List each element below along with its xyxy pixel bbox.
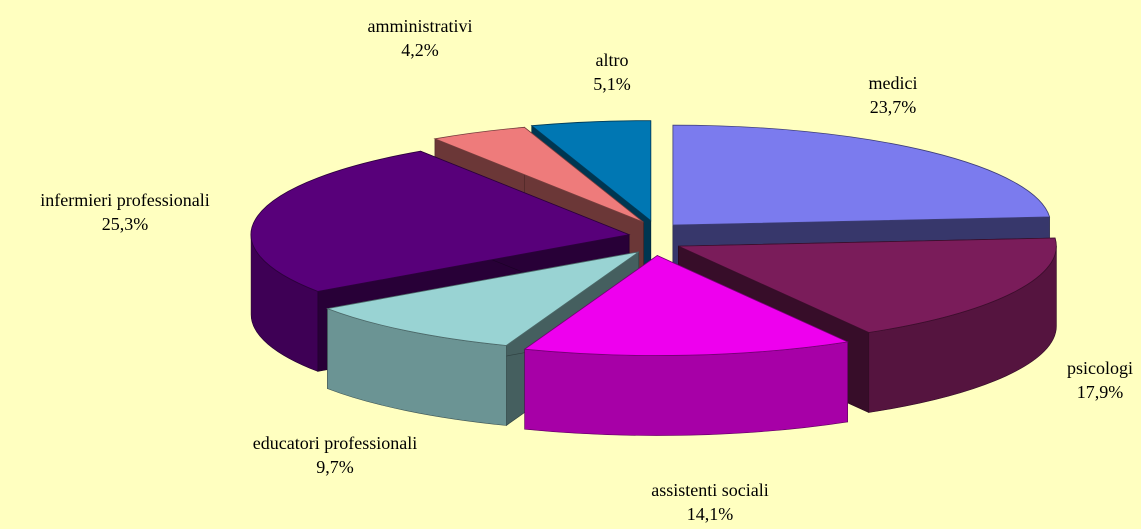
slice bbox=[678, 237, 1057, 333]
slice bbox=[672, 124, 1051, 226]
slice-value-label: 17,9% bbox=[1077, 382, 1124, 402]
slice-value-label: 25,3% bbox=[102, 214, 149, 234]
slice-label: educatori professionali bbox=[253, 433, 417, 453]
slice-label: altro bbox=[596, 50, 629, 70]
slice bbox=[523, 255, 849, 356]
slice bbox=[326, 251, 639, 346]
slice-label: psicologi bbox=[1067, 358, 1133, 378]
slice-value-label: 23,7% bbox=[870, 97, 917, 117]
slice-side bbox=[524, 341, 848, 436]
slice-label: medici bbox=[869, 73, 918, 93]
slice-value-label: 9,7% bbox=[316, 457, 354, 477]
slice bbox=[530, 120, 652, 222]
slice-value-label: 14,1% bbox=[687, 504, 734, 524]
slice bbox=[433, 126, 644, 223]
slice-label: amministrativi bbox=[368, 16, 473, 36]
slice-value-label: 5,1% bbox=[593, 74, 631, 94]
slice-value-label: 4,2% bbox=[401, 40, 439, 60]
slice-label: infermieri professionali bbox=[40, 190, 209, 210]
slice-label: assistenti sociali bbox=[651, 480, 768, 500]
slice bbox=[250, 150, 631, 292]
